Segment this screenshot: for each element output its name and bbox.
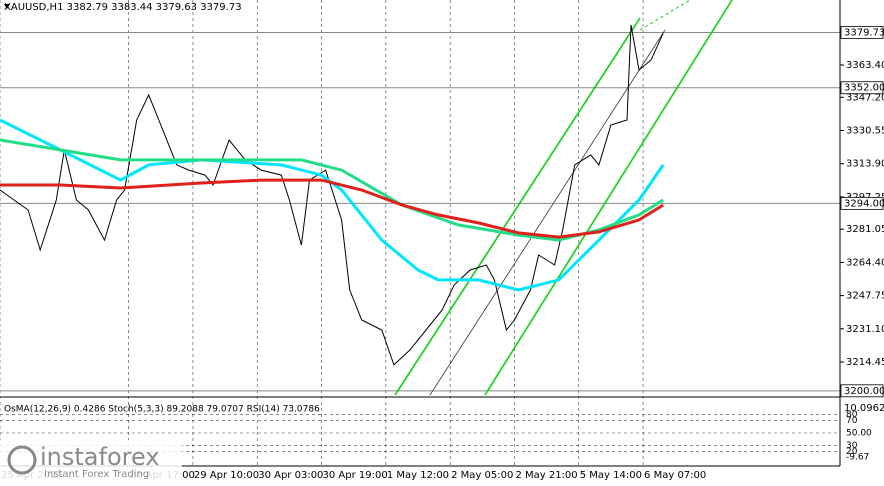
- y-tick-label: 3247.75: [846, 291, 884, 302]
- indicator-tick-label: 50.00: [846, 429, 872, 439]
- channel-lower: [484, 0, 733, 396]
- x-tick-label: 1 May 12:00: [387, 470, 449, 481]
- level-label: 3294.00: [844, 198, 884, 209]
- level-box: [840, 196, 884, 210]
- y-tick-label: 3330.55: [846, 126, 884, 137]
- x-tick-label: 5 May 14:00: [580, 470, 642, 481]
- trend-line: [429, 29, 666, 396]
- indicator-max-label: 10.0962: [844, 403, 884, 414]
- indicator-title: OsMA(12,26,9) 0.4286 Stoch(5,3,3) 89.208…: [4, 405, 320, 415]
- level-box: [840, 26, 884, 39]
- level-label: 3379.73: [844, 27, 884, 38]
- logo-backdrop: [0, 440, 182, 482]
- y-tick-label: 3231.10: [846, 324, 884, 335]
- indicator-tick-label: 80: [846, 410, 858, 420]
- y-tick-label: 3313.90: [846, 159, 884, 170]
- x-tick-label: 2 May 21:00: [515, 470, 577, 481]
- y-tick-label: 3363.40: [846, 60, 884, 71]
- y-tick-label: 3214.45: [846, 357, 884, 368]
- indicator-tick-label: 70: [846, 416, 858, 426]
- x-tick-label: 30 Apr 19:00: [323, 470, 388, 481]
- x-tick-label: 29 Apr 10:00: [194, 470, 259, 481]
- indicator-tick-label: 20: [846, 447, 858, 457]
- x-tick-label: 30 Apr 03:00: [258, 470, 323, 481]
- logo-text: instaforex: [40, 443, 160, 471]
- channel-projection: [639, 0, 691, 31]
- level-label: 3352.00: [844, 83, 884, 94]
- logo: instaforex Instant Forex Trading: [0, 440, 182, 482]
- plot: [0, 24, 665, 366]
- moving-average: [0, 118, 665, 292]
- logo-tagline: Instant Forex Trading: [44, 469, 149, 480]
- indicator-tick-label: 30: [846, 441, 858, 451]
- logo-mark: [7, 445, 37, 475]
- y-tick-label: 3347.20: [846, 92, 884, 103]
- y-tick-label: 3281.05: [846, 224, 884, 235]
- level-box: [840, 384, 884, 398]
- chart-title: XAUUSD,H1 3382.79 3383.44 3379.63 3379.7…: [4, 2, 242, 13]
- x-tick-label: 2 May 05:00: [451, 470, 513, 481]
- price-line: [0, 24, 664, 366]
- channel-upper: [394, 17, 641, 396]
- x-tick-label: 6 May 07:00: [644, 470, 706, 481]
- level-box: [840, 81, 884, 95]
- indicator-min-label: -9.67: [846, 453, 869, 463]
- moving-average: [0, 178, 664, 239]
- level-label: 3200.00: [844, 386, 884, 397]
- title-arrow: [4, 4, 10, 9]
- y-tick-label: 3264.40: [846, 257, 884, 268]
